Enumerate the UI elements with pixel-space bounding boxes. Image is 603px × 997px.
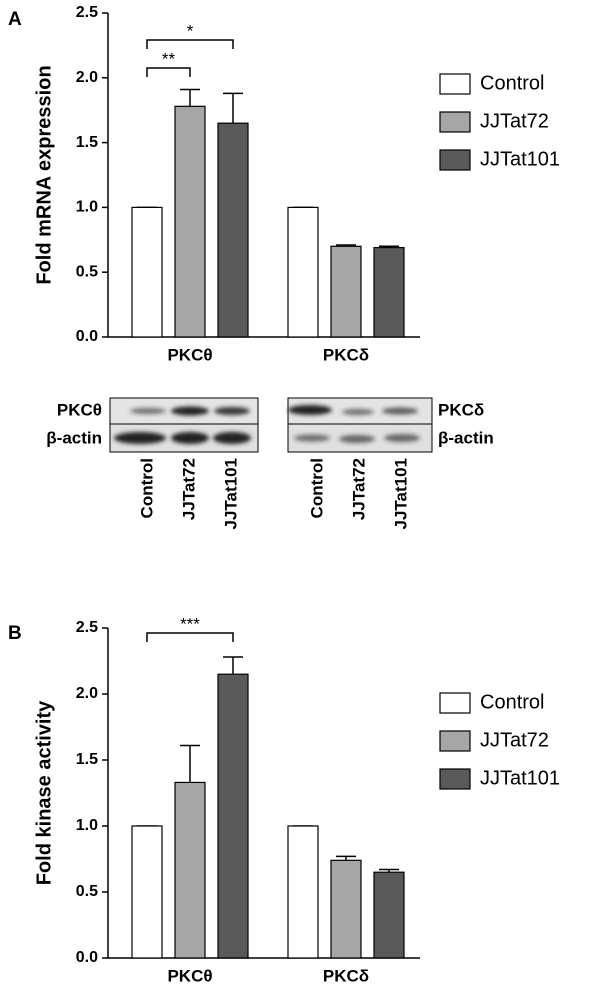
band	[213, 432, 251, 444]
band	[294, 434, 330, 442]
band	[288, 405, 332, 415]
legend-swatch	[439, 73, 471, 95]
x-tick-label: PKCθ	[167, 966, 212, 985]
band	[214, 407, 250, 415]
bar	[217, 122, 249, 338]
legend-label: Control	[480, 72, 544, 94]
band	[171, 432, 209, 444]
legend-label: Control	[480, 691, 544, 713]
band	[171, 406, 209, 416]
legend-label: JJTat101	[480, 148, 560, 170]
bar	[287, 206, 319, 338]
bar	[131, 206, 163, 338]
lane-label: JJTat72	[179, 458, 198, 520]
blot-row-label: PKCδ	[438, 400, 484, 419]
legend-label: JJTat72	[480, 729, 549, 751]
band	[382, 407, 418, 415]
y-tick-label: 2.0	[76, 685, 98, 702]
legend-swatch	[439, 730, 471, 752]
significance-label: ***	[180, 614, 200, 633]
band	[339, 435, 375, 443]
lane-label: JJTat101	[221, 458, 240, 530]
y-tick-label: 0.5	[76, 263, 98, 280]
legend-label: JJTat101	[480, 767, 560, 789]
panel-label: A	[8, 9, 22, 30]
lane-label: Control	[307, 458, 326, 518]
legend-label: JJTat72	[480, 110, 549, 132]
blot-row-label: PKCθ	[57, 400, 102, 419]
y-tick-label: 1.0	[76, 817, 98, 834]
x-tick-label: PKCδ	[323, 966, 369, 985]
y-tick-label: 0.0	[76, 949, 98, 966]
y-axis-title: Fold mRNA expression	[33, 65, 55, 284]
y-tick-label: 2.5	[76, 619, 98, 636]
significance-bracket	[146, 632, 234, 642]
significance-bracket	[146, 39, 234, 49]
bar	[330, 245, 362, 338]
bar	[373, 246, 405, 338]
y-axis-title: Fold kinase activity	[33, 700, 55, 885]
y-tick-label: 0.5	[76, 883, 98, 900]
y-tick-label: 0.0	[76, 328, 98, 345]
legend-swatch	[439, 149, 471, 171]
y-tick-label: 1.5	[76, 751, 98, 768]
bar	[330, 859, 362, 959]
significance-bracket	[146, 67, 191, 77]
blot-row-label: β-actin	[438, 428, 494, 447]
legend-swatch	[439, 692, 471, 714]
x-tick-label: PKCδ	[323, 345, 369, 364]
y-tick-label: 2.0	[76, 69, 98, 86]
significance-label: *	[187, 21, 194, 40]
bar	[174, 781, 206, 959]
band	[384, 434, 420, 442]
lane-label: JJTat72	[349, 458, 368, 520]
band	[114, 432, 166, 444]
x-tick-label: PKCθ	[167, 345, 212, 364]
blot: PKCθ β-actin PKCδ β-actin	[46, 397, 494, 453]
band	[130, 408, 166, 414]
y-tick-label: 2.5	[76, 4, 98, 21]
bar	[174, 105, 206, 338]
lane-label: Control	[137, 458, 156, 518]
legend-swatch	[439, 111, 471, 133]
bar	[373, 871, 405, 959]
y-tick-label: 1.0	[76, 199, 98, 216]
legend-swatch	[439, 768, 471, 790]
bar	[131, 825, 163, 959]
panel-label: B	[8, 623, 22, 644]
band	[342, 409, 374, 415]
lane-label: JJTat101	[391, 458, 410, 530]
blot-row-label: β-actin	[46, 428, 102, 447]
y-tick-label: 1.5	[76, 134, 98, 151]
bar	[217, 673, 249, 959]
significance-label: **	[162, 49, 176, 68]
bar	[287, 825, 319, 959]
